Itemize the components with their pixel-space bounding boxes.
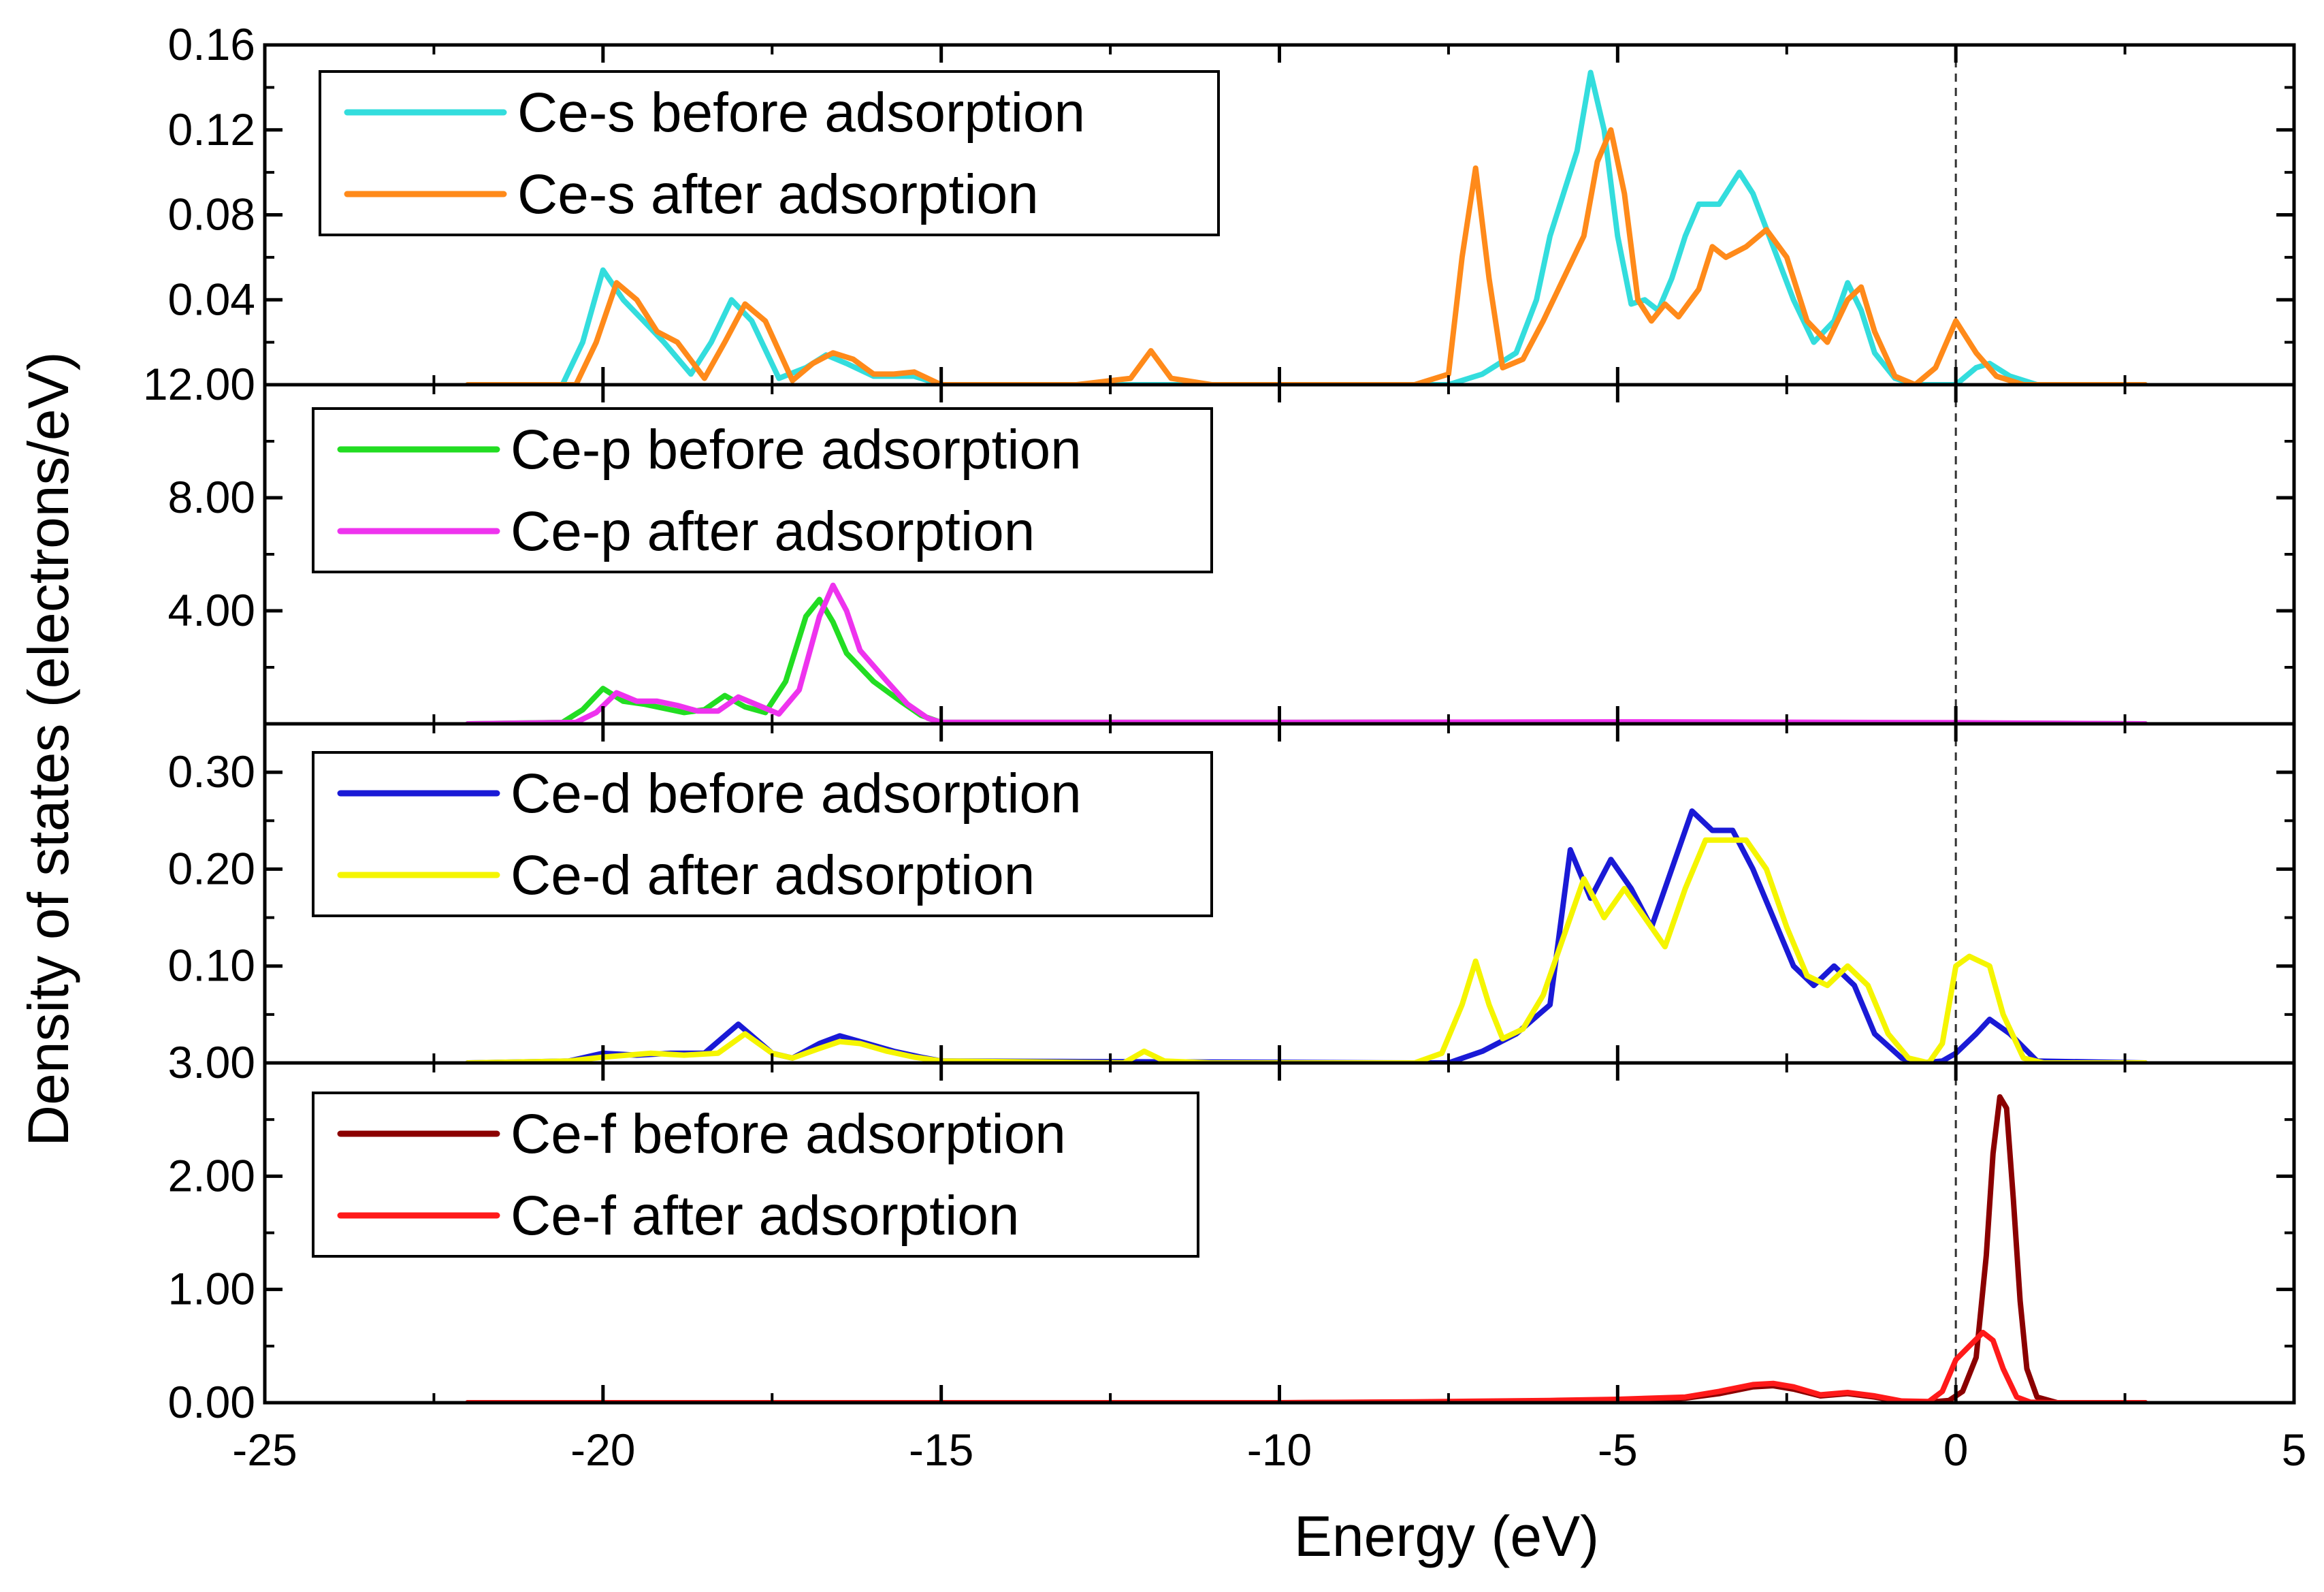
legend-label-before: Ce-p before adsorption [511, 419, 1082, 481]
legend-label-before: Ce-f before adsorption [511, 1103, 1066, 1165]
legend-box [319, 70, 1220, 236]
x-tick-label: -5 [1598, 1424, 1638, 1475]
x-tick-label: -15 [909, 1424, 973, 1475]
x-tick-label: -10 [1247, 1424, 1312, 1475]
panel-p: 4.00 8.00 Ce-p before adsorption Ce-p after… [168, 383, 2296, 726]
y-tick-label: 0.04 [168, 274, 255, 324]
y-tick-label: 4.00 [168, 585, 255, 635]
x-tick-label: 0 [1943, 1424, 1969, 1475]
panels: 0.04 0.08 0.12 0.16 12.00 Ce-s before adsorpt… [143, 19, 2296, 1427]
x-tick-label: -25 [232, 1424, 297, 1475]
legend-label-after: Ce-f after adsorption [511, 1185, 1020, 1247]
panel-s: 0.04 0.08 0.12 0.16 12.00 Ce-s before adsorpt… [143, 19, 2296, 409]
legend-box [312, 1092, 1199, 1258]
series-line-s-after [465, 127, 2148, 385]
panel-f: 0.00 1.00 2.00 Ce-f before adsorption Ce-f a… [168, 1061, 2296, 1427]
series-line-f-after [465, 1329, 2148, 1403]
series-line-p-after [465, 582, 2148, 724]
y-tick-label-boundary: 3.00 [168, 1037, 255, 1087]
y-axis-title: Density of states (electrons/eV) [16, 351, 80, 1146]
y-tick-label: 0.16 [168, 19, 255, 69]
legend-label-after: Ce-p after adsorption [511, 500, 1035, 562]
y-tick-label: 8.00 [168, 472, 255, 522]
series-line-d-after [465, 837, 2148, 1063]
y-tick-label: 0.12 [168, 104, 255, 155]
x-axis: -25 -20 -15 -10 -5 0 5 [232, 1424, 2306, 1475]
legend-d: Ce-d before adsorption Ce-d after adsorpt… [312, 751, 1213, 917]
legend-s: Ce-s before adsorption Ce-s after adsorpt… [319, 70, 1220, 236]
legend-f: Ce-f before adsorption Ce-f after adsorpt… [312, 1092, 1199, 1258]
x-tick-label: 5 [2282, 1424, 2307, 1475]
legend-p: Ce-p before adsorption Ce-p after adsorpt… [312, 407, 1213, 573]
series-line-p-before [465, 596, 2148, 724]
y-tick-label-boundary: 12.00 [143, 359, 255, 409]
legend-label-after: Ce-s after adsorption [517, 163, 1039, 225]
legend-box [312, 407, 1213, 573]
y-tick-label: 0.08 [168, 189, 255, 240]
y-tick-label: 2.00 [168, 1150, 255, 1200]
y-tick-label: 0.20 [168, 843, 255, 893]
legend-label-before: Ce-d before adsorption [511, 763, 1082, 825]
x-axis-title: Energy (eV) [1294, 1504, 1599, 1568]
legend-label-before: Ce-s before adsorption [517, 82, 1085, 144]
y-tick-label: 0.10 [168, 940, 255, 991]
y-tick-label: 0.30 [168, 746, 255, 797]
legend-label-after: Ce-d after adsorption [511, 844, 1035, 906]
y-tick-label: 1.00 [168, 1264, 255, 1314]
y-tick-label: 0.00 [168, 1377, 255, 1427]
x-tick-label: -20 [570, 1424, 635, 1475]
legend-box [312, 751, 1213, 917]
